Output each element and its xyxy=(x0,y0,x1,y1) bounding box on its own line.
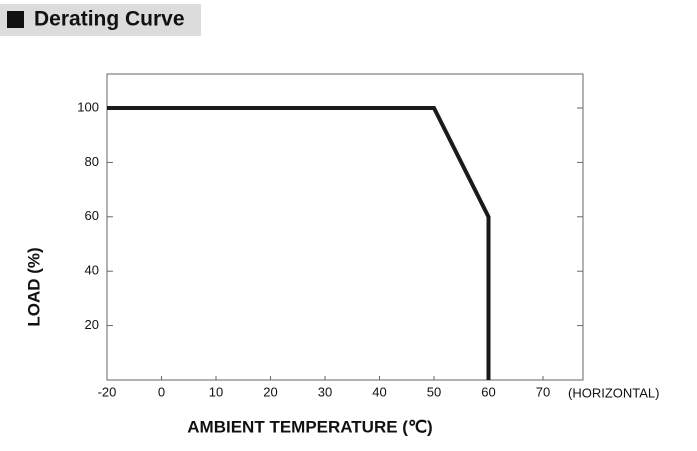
x-tick-label: 40 xyxy=(372,384,386,399)
y-axis-label: LOAD (%) xyxy=(24,247,43,326)
data-line xyxy=(107,106,491,380)
x-tick-label: 60 xyxy=(481,384,495,399)
x-tick-label: 10 xyxy=(209,384,223,399)
y-tick-label: 80 xyxy=(85,154,99,169)
y-tick-label: 60 xyxy=(85,208,99,223)
x-tick-label: 50 xyxy=(427,384,441,399)
x-tick-label: 0 xyxy=(158,384,165,399)
y-tick-label: 100 xyxy=(77,99,99,114)
x-tick-label: 20 xyxy=(263,384,277,399)
y-tick-label: 20 xyxy=(85,317,99,332)
x-tick-label: 30 xyxy=(318,384,332,399)
chart-title: Derating Curve xyxy=(34,8,185,31)
x-tick-label: -20 xyxy=(98,384,117,399)
title-icon xyxy=(7,11,24,28)
y-tick-label: 40 xyxy=(85,263,99,278)
plot-frame xyxy=(106,73,584,381)
x-tick-label: 70 xyxy=(536,384,550,399)
title-band xyxy=(0,4,201,36)
x-axis-label: AMBIENT TEMPERATURE (℃) xyxy=(187,417,432,436)
x-note: (HORIZONTAL) xyxy=(568,385,659,400)
